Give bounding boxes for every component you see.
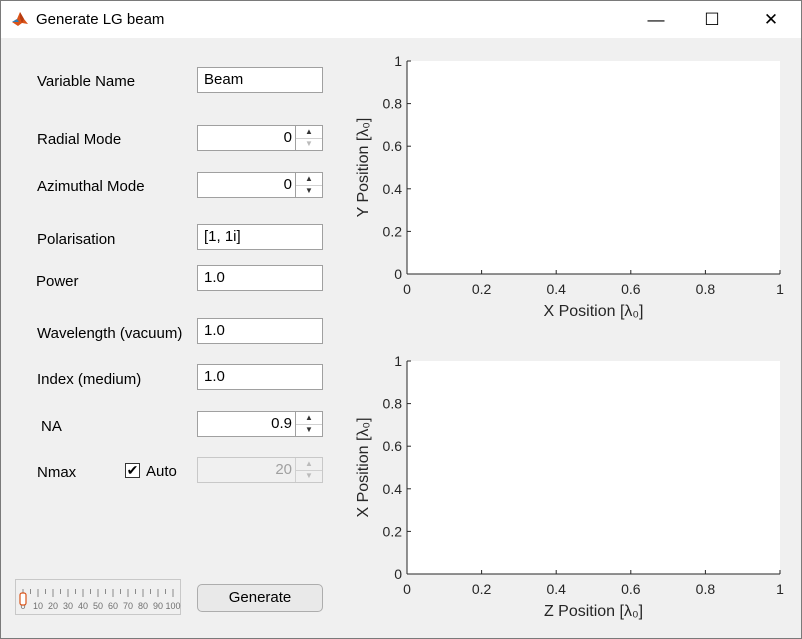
azimuthal-mode-value: 0 xyxy=(283,176,292,193)
slider-tick-label: 70 xyxy=(123,601,133,611)
wavelength-input[interactable]: 1.0 xyxy=(197,318,323,344)
x-tick-label: 0.2 xyxy=(472,581,492,597)
x-axis-label: Z Position [λ₀] xyxy=(544,603,643,620)
x-tick-label: 1 xyxy=(776,281,784,297)
x-tick-label: 0.8 xyxy=(696,281,716,297)
nmax-spinner: 20 ▲ ▼ xyxy=(197,457,323,483)
increment-icon[interactable]: ▲ xyxy=(296,173,322,186)
xz-plot: 0 0.2 0.4 0.6 0.8 1 0 0.2 0.4 0.6 0.8 1 Z Position [… xyxy=(355,353,784,620)
auto-checkbox[interactable]: ✔ xyxy=(125,463,140,478)
y-axis-label: Y Position [λ₀] xyxy=(355,118,372,218)
slider-tick-label: 20 xyxy=(48,601,58,611)
y-tick-label: 1 xyxy=(394,353,402,369)
slider-tick-label: 80 xyxy=(138,601,148,611)
slider-tick-label: 30 xyxy=(63,601,73,611)
slider-ticks xyxy=(22,589,174,597)
x-tick-label: 0.6 xyxy=(621,581,641,597)
power-input[interactable]: 1.0 xyxy=(197,265,323,291)
title-bar: Generate LG beam — ☐ ✕ xyxy=(1,1,801,38)
wavelength-label: Wavelength (vacuum) xyxy=(37,325,183,342)
y-tick-label: 0.2 xyxy=(383,523,403,539)
plot-area xyxy=(407,61,780,274)
slider-tick-labels: 0 10 20 30 40 50 60 70 80 90 100 xyxy=(20,601,180,611)
slider[interactable]: 0 10 20 30 40 50 60 70 80 90 100 xyxy=(15,579,181,615)
slider-tick-label: 40 xyxy=(78,601,88,611)
slider-tick-label: 90 xyxy=(153,601,163,611)
maximize-button[interactable]: ☐ xyxy=(704,10,720,29)
radial-mode-stepper[interactable]: ▲ ▼ xyxy=(295,126,322,150)
slider-thumb[interactable] xyxy=(19,592,27,606)
nmax-label: Nmax xyxy=(37,464,77,481)
matlab-icon xyxy=(12,12,28,26)
decrement-icon[interactable]: ▼ xyxy=(305,186,313,195)
y-tick-label: 0.4 xyxy=(383,481,403,497)
x-tick-label: 0.2 xyxy=(472,281,492,297)
azimuthal-mode-label: Azimuthal Mode xyxy=(37,178,145,195)
x-tick-label: 0 xyxy=(403,281,411,297)
increment-icon[interactable]: ▲ xyxy=(296,412,322,425)
y-tick-label: 0.6 xyxy=(383,438,403,454)
x-axis-label: X Position [λ₀] xyxy=(543,303,643,320)
y-tick-label: 0.6 xyxy=(383,138,403,154)
auto-label: Auto xyxy=(146,463,177,480)
increment-icon: ▲ xyxy=(296,458,322,471)
polarisation-label: Polarisation xyxy=(37,231,116,248)
nmax-value: 20 xyxy=(275,461,292,478)
radial-mode-spinner[interactable]: 0 ▲ ▼ xyxy=(197,125,323,151)
decrement-icon[interactable]: ▼ xyxy=(305,425,313,434)
y-tick-label: 0.2 xyxy=(383,223,403,239)
slider-tick-label: 0 xyxy=(20,601,25,611)
na-value: 0.9 xyxy=(271,415,292,432)
azimuthal-mode-spinner[interactable]: 0 ▲ ▼ xyxy=(197,172,323,198)
y-tick-label: 1 xyxy=(394,53,402,69)
slider-tick-label: 60 xyxy=(108,601,118,611)
na-stepper[interactable]: ▲ ▼ xyxy=(295,412,322,436)
power-label: Power xyxy=(36,273,79,290)
nmax-stepper: ▲ ▼ xyxy=(295,458,322,482)
azimuthal-mode-stepper[interactable]: ▲ ▼ xyxy=(295,173,322,197)
checkmark-icon: ✔ xyxy=(126,462,139,478)
index-label: Index (medium) xyxy=(37,371,142,388)
plot-area xyxy=(407,361,780,574)
slider-thumb-handle[interactable] xyxy=(19,592,27,606)
y-tick-label: 0.8 xyxy=(383,96,403,112)
na-label: NA xyxy=(41,418,62,435)
generate-button[interactable]: Generate xyxy=(197,584,323,612)
variable-name-label: Variable Name xyxy=(37,73,136,90)
radial-mode-label: Radial Mode xyxy=(37,131,122,148)
na-spinner[interactable]: 0.9 ▲ ▼ xyxy=(197,411,323,437)
x-tick-label: 0.8 xyxy=(696,581,716,597)
y-tick-label: 0.8 xyxy=(383,396,403,412)
y-tick-label: 0 xyxy=(394,266,402,282)
slider-tick-label: 50 xyxy=(93,601,103,611)
xy-plot: 0 0.2 0.4 0.6 0.8 1 0 0.2 0.4 0.6 0.8 1 X Position [… xyxy=(355,53,784,320)
x-tick-label: 0 xyxy=(403,581,411,597)
radial-mode-value: 0 xyxy=(283,129,292,146)
decrement-icon: ▼ xyxy=(305,471,313,480)
x-tick-label: 0.6 xyxy=(621,281,641,297)
x-tick-label: 0.4 xyxy=(546,281,566,297)
polarisation-input[interactable]: [1, 1i] xyxy=(197,224,323,250)
index-input[interactable]: 1.0 xyxy=(197,364,323,390)
slider-tick-label: 100 xyxy=(165,601,180,611)
y-tick-label: 0.4 xyxy=(383,181,403,197)
window-title: Generate LG beam xyxy=(36,11,165,28)
increment-icon[interactable]: ▲ xyxy=(296,126,322,139)
slider-tick-label: 10 xyxy=(33,601,43,611)
y-tick-label: 0 xyxy=(394,566,402,582)
y-axis-label: X Position [λ₀] xyxy=(355,417,372,517)
x-tick-label: 0.4 xyxy=(546,581,566,597)
close-button[interactable]: ✕ xyxy=(763,10,779,29)
variable-name-input[interactable]: Beam xyxy=(197,67,323,93)
decrement-icon[interactable]: ▼ xyxy=(305,139,313,148)
minimize-button[interactable]: — xyxy=(647,10,665,29)
x-tick-label: 1 xyxy=(776,581,784,597)
